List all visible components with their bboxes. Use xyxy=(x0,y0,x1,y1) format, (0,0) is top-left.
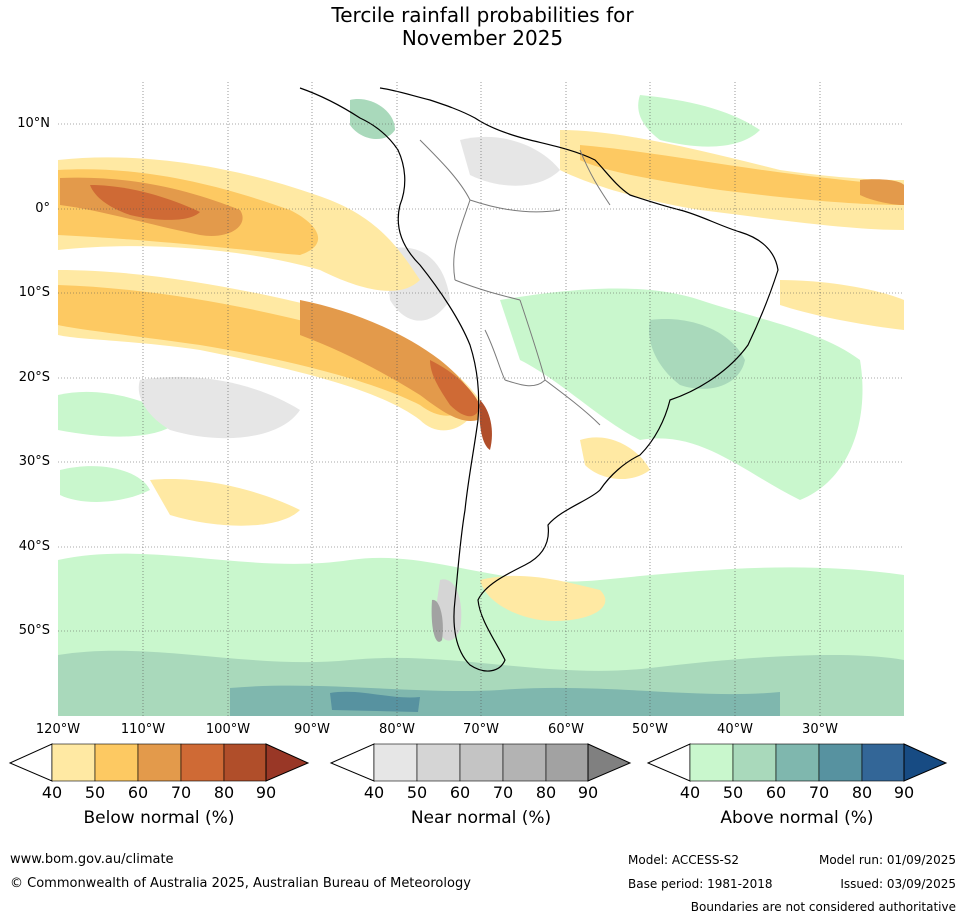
legend-above-tick-40: 40 xyxy=(679,783,701,802)
legend-near-title: Near normal (%) xyxy=(410,808,552,828)
below-normal-uruguay xyxy=(580,437,650,480)
near-normal-south-chile xyxy=(431,599,443,642)
legend-near-tick-40: 40 xyxy=(363,783,385,802)
lat-label-10n: 10°N xyxy=(17,116,50,131)
graticule xyxy=(58,82,904,716)
legend-above-tick-50: 50 xyxy=(722,783,744,802)
title-line-1: Tercile rainfall probabilities for xyxy=(331,3,634,27)
lon-label-100w: 100°W xyxy=(205,722,251,737)
above-normal-south-patch xyxy=(330,691,420,712)
near-normal-pacific xyxy=(138,376,300,439)
legend-below-tick-40: 40 xyxy=(41,783,63,802)
lat-label-20s: 20°S xyxy=(18,370,50,385)
legend-near-tick-80: 80 xyxy=(535,783,557,802)
boundaries-disclaimer: Boundaries are not considered authoritat… xyxy=(690,900,956,914)
below-normal-south-atlantic xyxy=(780,280,904,330)
above-normal-pacific-west xyxy=(58,391,180,437)
above-normal-brazil-core xyxy=(649,319,745,389)
lon-label-70w: 70°W xyxy=(463,722,499,737)
below-normal-north-brazil-60 xyxy=(580,145,904,205)
model-run-date: Model run: 01/09/2025 xyxy=(818,853,956,867)
map-panel xyxy=(58,82,904,716)
below-normal-southeast-pacific-70 xyxy=(300,300,479,421)
website-link[interactable]: www.bom.gov.au/climate xyxy=(10,852,174,867)
below-normal-atlantic-equatorial-70 xyxy=(860,179,904,205)
below-normal-argentina xyxy=(480,575,606,621)
lon-label-90w: 90°W xyxy=(294,722,330,737)
copyright-text: © Commonwealth of Australia 2025, Austra… xyxy=(10,876,471,891)
below-normal-pacific-mid-lat xyxy=(150,479,300,526)
lon-label-30w: 30°W xyxy=(802,722,838,737)
lon-label-60w: 60°W xyxy=(548,722,584,737)
base-period: Base period: 1981-2018 xyxy=(628,877,773,891)
south-america-coastline xyxy=(299,87,779,672)
lon-label-80w: 80°W xyxy=(379,722,415,737)
legend-below-tick-70: 70 xyxy=(170,783,192,802)
colorbar-near-normal xyxy=(329,743,632,782)
below-normal-chile-coast-80 xyxy=(430,360,480,417)
below-normal-equatorial-pacific-80 xyxy=(90,185,200,220)
model-name: Model: ACCESS-S2 xyxy=(628,853,740,867)
lat-label-10s: 10°S xyxy=(18,285,50,300)
colorbar-below-normal xyxy=(8,743,310,782)
legend-above-tick-60: 60 xyxy=(765,783,787,802)
legend-below-title: Below normal (%) xyxy=(83,808,235,828)
lon-label-50w: 50°W xyxy=(632,722,668,737)
legend-near-tick-70: 70 xyxy=(492,783,514,802)
legend-below-tick-60: 60 xyxy=(127,783,149,802)
near-normal-amazon xyxy=(460,136,560,186)
above-normal-caribbean xyxy=(638,95,760,147)
lat-label-0: 0° xyxy=(35,201,50,216)
above-normal-pacific-mid xyxy=(60,466,150,502)
below-normal-southeast-pacific-60 xyxy=(58,285,470,416)
legend-near-tick-90: 90 xyxy=(577,783,599,802)
issued-date: Issued: 03/09/2025 xyxy=(840,877,956,891)
title-line-2: November 2025 xyxy=(401,26,564,50)
lon-label-40w: 40°W xyxy=(717,722,753,737)
country-boundaries xyxy=(419,139,611,426)
above-normal-brazil xyxy=(500,288,863,500)
lat-label-40s: 40°S xyxy=(18,539,50,554)
lon-label-110w: 110°W xyxy=(120,722,166,737)
lat-label-50s: 50°S xyxy=(18,623,50,638)
legend-near-tick-60: 60 xyxy=(449,783,471,802)
legend-below-tick-90: 90 xyxy=(255,783,277,802)
above-normal-central-america xyxy=(350,99,395,140)
lon-label-120w: 120°W xyxy=(35,722,81,737)
legend-above-title: Above normal (%) xyxy=(720,808,874,828)
legend-above-tick-80: 80 xyxy=(851,783,873,802)
lat-label-30s: 30°S xyxy=(18,454,50,469)
legend-above-tick-70: 70 xyxy=(808,783,830,802)
legend-above-tick-90: 90 xyxy=(893,783,915,802)
legend-near-tick-50: 50 xyxy=(406,783,428,802)
colorbar-above-normal xyxy=(646,743,948,782)
legend-below-tick-80: 80 xyxy=(213,783,235,802)
below-normal-chile-coast-90 xyxy=(479,400,492,450)
legend-below-tick-50: 50 xyxy=(84,783,106,802)
map-title: Tercile rainfall probabilities for Novem… xyxy=(0,4,965,50)
